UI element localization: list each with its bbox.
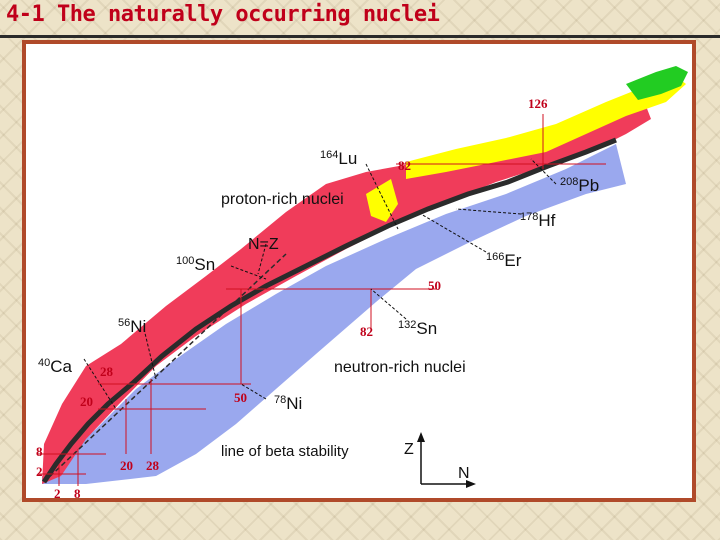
magic-n28-label: 28 [146,458,160,473]
nucleus-sn132: 132Sn [398,319,437,338]
magic-z28-label: 28 [100,364,114,379]
nucleus-pb208: 208Pb [560,176,599,195]
z-arrow-head-icon [417,432,425,442]
pointer-pb208 [530,158,557,185]
axes-indicator: Z N [404,432,476,488]
pointer-sn132 [370,288,407,320]
magic-number-lines [38,114,606,486]
pointer-lines [83,158,557,410]
slide-title: 4-1 The naturally occurring nuclei [6,2,440,27]
magic-z50-label: 50 [428,278,441,293]
nucleus-lu164: 164Lu [320,149,357,168]
nucleus-er166: 166Er [486,251,522,270]
proton-rich-region [42,106,651,484]
beta-stability-label: line of beta stability [221,443,349,460]
magic-z20-label: 20 [80,394,93,409]
pointer-sn100 [230,265,267,280]
nucleus-hf178: 178Hf [520,211,556,230]
pointer-ni56 [143,328,157,380]
n-axis-label: N [458,465,470,482]
alpha-emitter-region [406,76,686,179]
magic-n126-label: 126 [528,96,548,111]
heavy-region [626,66,688,100]
nuclide-chart-svg: proton-rich nuclei neutron-rich nuclei l… [36,66,688,498]
magic-z2-label: 2 [36,464,43,479]
magic-n8-label: 8 [74,486,81,498]
n-arrow-head-icon [466,480,476,488]
pointer-hf178 [455,208,522,215]
pointer-er166 [420,213,487,253]
n-equals-z-label: N=Z [248,236,279,253]
stable-nuclei-line [41,137,617,484]
chart-of-nuclides: proton-rich nuclei neutron-rich nuclei l… [26,44,692,498]
figure-frame: proton-rich nuclei neutron-rich nuclei l… [22,40,696,502]
nucleus-ca40: 40Ca [38,357,73,376]
magic-z82-label: 82 [398,158,411,173]
magic-n50-label: 50 [234,390,247,405]
nucleus-ni78: 78Ni [274,394,302,413]
title-divider [0,35,720,38]
magic-n2-label: 2 [54,486,61,498]
alpha-emitter-lobe [366,179,398,222]
neutron-rich-region [42,144,626,484]
magic-n82-label: 82 [360,324,373,339]
pointer-nz [257,243,267,275]
magic-z8-label: 8 [36,444,43,459]
proton-rich-label: proton-rich nuclei [221,191,344,208]
pointer-lu164 [365,163,399,230]
neutron-rich-label: neutron-rich nuclei [334,359,466,376]
z-axis-label: Z [404,441,414,458]
magic-n20-label: 20 [120,458,133,473]
nucleus-ni56: 56Ni [118,317,146,336]
nucleus-sn100: 100Sn [176,255,215,274]
